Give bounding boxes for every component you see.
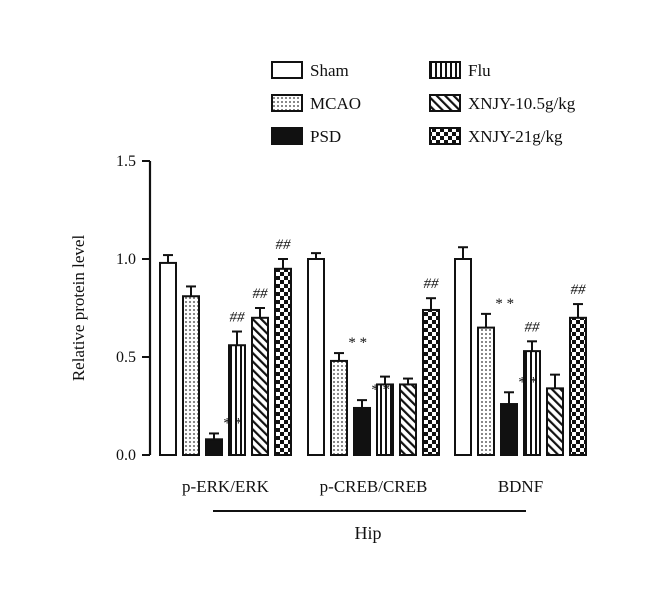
bar-xnjy-21g-kg-3 bbox=[569, 316, 587, 456]
significance-marker: ## bbox=[253, 286, 269, 302]
legend: Sham MCAO PSD Flu XNJY-10.5g/kg XNJY-21g/kg bbox=[271, 61, 576, 146]
y-tick-label: 1.5 bbox=[116, 153, 136, 170]
bar-sham-3 bbox=[454, 258, 472, 456]
bar-mcao-3 bbox=[477, 326, 495, 457]
legend-swatch bbox=[271, 127, 303, 145]
axes: 0.0 0.5 1.0 1.5 Relative protein level bbox=[69, 153, 152, 464]
legend-swatch bbox=[271, 61, 303, 79]
legend-label: XNJY-21g/kg bbox=[468, 127, 563, 146]
x-category-label: p-CREB/CREB bbox=[320, 477, 428, 496]
legend-swatch bbox=[429, 94, 461, 112]
bar-mcao-2 bbox=[330, 359, 348, 457]
legend-label: Sham bbox=[310, 61, 349, 80]
significance-marker: * * bbox=[223, 415, 242, 431]
legend-label: MCAO bbox=[310, 94, 361, 113]
significance-marker: * * bbox=[348, 335, 367, 351]
significance-marker: ## bbox=[230, 310, 246, 326]
y-tick-label: 0.0 bbox=[116, 447, 136, 464]
bar-psd-3 bbox=[500, 403, 518, 457]
significance-marker: ## bbox=[525, 319, 541, 335]
x-category-label: BDNF bbox=[498, 477, 543, 496]
bar-sham-2 bbox=[307, 258, 325, 456]
bars bbox=[159, 246, 587, 457]
significance-marker: ## bbox=[276, 237, 292, 253]
legend-label: PSD bbox=[310, 127, 341, 146]
bar-xnjy-10-5g-kg-3 bbox=[546, 387, 564, 456]
legend-swatch bbox=[271, 94, 303, 112]
x-category-label: p-ERK/ERK bbox=[182, 477, 270, 496]
y-axis-label: Relative protein level bbox=[69, 235, 88, 382]
bar-flu-3 bbox=[523, 350, 541, 456]
significance-marker: * * bbox=[495, 296, 514, 312]
bar-xnjy-21g-kg-2 bbox=[422, 308, 440, 456]
group-label: Hip bbox=[355, 523, 382, 543]
labels: * * * * * * * * * * ## ## ## ## ## ## p-ERK/ERK p-CR… bbox=[182, 237, 586, 543]
significance-marker: ## bbox=[424, 276, 440, 292]
legend-label: Flu bbox=[468, 61, 491, 80]
significance-marker: ## bbox=[571, 282, 587, 298]
y-tick-label: 1.0 bbox=[116, 251, 136, 268]
legend-swatch bbox=[429, 127, 461, 145]
y-tick-label: 0.5 bbox=[116, 349, 136, 366]
significance-marker: * * bbox=[371, 382, 390, 398]
bar-xnjy-10-5g-kg-1 bbox=[251, 316, 269, 456]
legend-label: XNJY-10.5g/kg bbox=[468, 94, 576, 113]
bar-mcao-1 bbox=[182, 295, 200, 456]
bar-xnjy-21g-kg-1 bbox=[274, 267, 292, 456]
bar-psd-1 bbox=[205, 438, 223, 457]
bar-sham-1 bbox=[159, 261, 177, 457]
legend-swatch bbox=[429, 61, 461, 79]
significance-marker: * * bbox=[518, 374, 537, 390]
bar-psd-2 bbox=[353, 406, 371, 456]
bar-xnjy-10-5g-kg-2 bbox=[399, 383, 417, 456]
bar-flu-1 bbox=[228, 344, 246, 456]
